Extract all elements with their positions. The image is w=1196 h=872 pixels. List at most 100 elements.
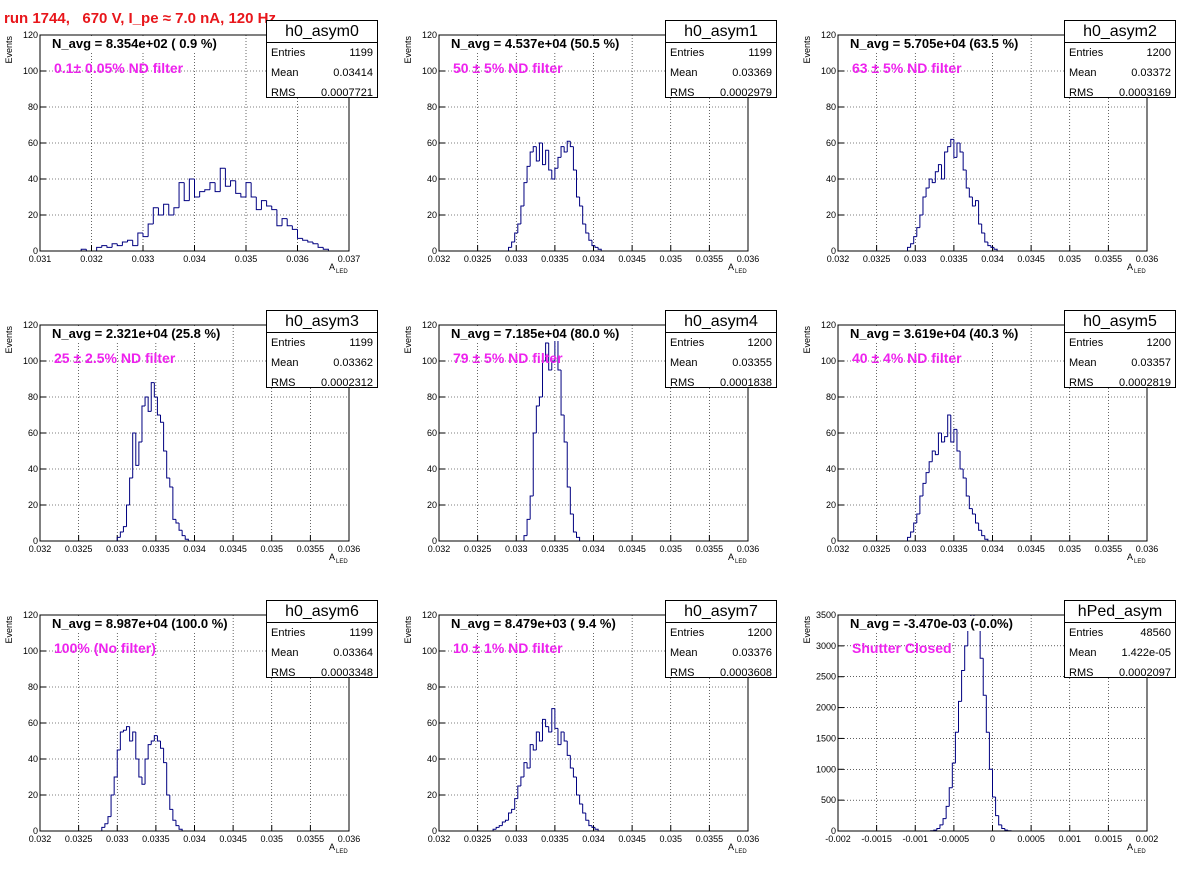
- y-axis-title: Events: [802, 36, 812, 64]
- y-tick-label: 60: [28, 718, 38, 728]
- x-axis-title-subscript: LED: [336, 849, 348, 855]
- histogram-bin: [142, 233, 149, 238]
- y-tick-label: 0: [33, 536, 38, 546]
- histogram-bin: [907, 536, 911, 541]
- y-tick-label: 60: [28, 428, 38, 438]
- x-tick-label: 0.0335: [142, 834, 170, 844]
- histogram-plot: 0.032 0.0325 0.033 0.0335 0.034 0.0345 0.035 0.…: [403, 320, 759, 565]
- mean-label: Mean: [271, 357, 299, 369]
- histogram-bin: [250, 182, 257, 198]
- histogram-bin: [153, 735, 158, 741]
- navg-label: N_avg = 8.354e+02 ( 0.9 %): [51, 36, 218, 51]
- histogram-bin: [523, 535, 528, 541]
- histogram-bin: [569, 487, 574, 515]
- histogram-panel-h0_asym3: 0.032 0.0325 0.033 0.0335 0.034 0.0345 0.035 0.…: [0, 290, 399, 580]
- stats-entries-row: Entries 1200: [666, 333, 776, 353]
- y-axis-title: Events: [4, 326, 14, 354]
- y-tick-label: 120: [23, 320, 38, 330]
- y-tick-label: 80: [826, 392, 836, 402]
- histogram-bin: [551, 360, 555, 370]
- stats-box: h0_asym5 Entries 1200 Mean 0.03357 RMS 0.00028…: [1064, 310, 1176, 389]
- stats-entries-row: Entries 48560: [1065, 623, 1175, 643]
- stats-rms-row: RMS 0.0003169: [1065, 83, 1175, 103]
- x-tick-label: 0.035: [260, 544, 283, 554]
- histogram-bin: [588, 233, 592, 241]
- histogram-bin: [511, 808, 515, 813]
- x-axis-title: A: [728, 552, 734, 562]
- histogram-bin: [535, 405, 540, 433]
- x-tick-label: 0.0345: [219, 834, 247, 844]
- y-tick-label: 100: [422, 646, 437, 656]
- histogram-bin: [990, 245, 995, 248]
- plot-frame: [438, 34, 749, 252]
- histogram-bin: [514, 798, 518, 810]
- histogram-bin: [545, 342, 549, 361]
- x-tick-label: 0.0355: [297, 544, 325, 554]
- stats-mean-row: Mean 0.03364: [267, 643, 377, 663]
- rms-label: RMS: [670, 667, 695, 679]
- histogram-bin: [235, 180, 241, 194]
- histogram-bin: [981, 224, 985, 234]
- histogram-bin: [956, 429, 961, 452]
- mean-label: Mean: [670, 647, 698, 659]
- histogram-bin: [585, 224, 589, 234]
- y-tick-label: 100: [821, 356, 836, 366]
- histogram-bin: [984, 233, 988, 243]
- entries-label: Entries: [271, 47, 306, 59]
- histogram-bin: [163, 422, 167, 452]
- histogram-bin: [964, 645, 968, 671]
- histogram-panel-h0_asym2: 0.032 0.0325 0.033 0.0335 0.034 0.0345 0.035 0.…: [798, 0, 1196, 290]
- stats-mean-row: Mean 0.03355: [666, 353, 776, 373]
- histogram-bin: [175, 519, 180, 524]
- histogram-bin: [121, 241, 128, 246]
- histogram-bin: [557, 156, 562, 169]
- rms-value: 0.0002097: [1119, 667, 1171, 679]
- plot-frame: [837, 614, 1148, 832]
- histogram-bin: [968, 496, 973, 510]
- histogram-bin: [944, 436, 948, 442]
- histogram-bin: [132, 432, 136, 478]
- x-axis-title-subscript: LED: [735, 849, 747, 855]
- histogram-bin: [542, 360, 546, 397]
- histogram-bin: [523, 762, 528, 777]
- x-tick-label: 0.0345: [618, 544, 646, 554]
- histogram-bin: [958, 700, 962, 733]
- histogram-bin: [950, 415, 954, 443]
- histogram-bin: [116, 243, 123, 247]
- stats-box: h0_asym1 Entries 1199 Mean 0.03369 RMS 0.00029…: [665, 20, 777, 99]
- histogram-bin: [936, 828, 940, 831]
- y-axis-title: Events: [802, 616, 812, 644]
- histogram-bin: [266, 200, 272, 207]
- navg-label: N_avg = 3.619e+04 (40.3 %): [849, 326, 1020, 341]
- histogram-bin: [307, 240, 313, 243]
- histogram-bin: [538, 732, 543, 742]
- plot-frame: [438, 324, 749, 542]
- x-tick-label: 0.031: [29, 254, 52, 264]
- navg-label: N_avg = -3.470e-03 (-0.0%): [849, 616, 1014, 631]
- histogram-bin: [245, 182, 252, 197]
- x-tick-label: 0.035: [1058, 544, 1081, 554]
- histogram-bin: [981, 530, 985, 537]
- x-tick-label: 0.032: [428, 254, 451, 264]
- histogram-bin: [978, 523, 982, 531]
- rms-label: RMS: [1069, 87, 1094, 99]
- y-tick-label: 20: [427, 210, 437, 220]
- histogram-bin: [557, 339, 562, 371]
- y-tick-label: 0: [831, 826, 836, 836]
- x-tick-label: 0.0355: [696, 544, 724, 554]
- histogram-bin: [240, 193, 246, 198]
- filter-note: 79 ± 5% ND filter: [453, 350, 563, 366]
- x-tick-label: 0.0345: [618, 834, 646, 844]
- stats-box: h0_asym4 Entries 1200 Mean 0.03355 RMS 0.00018…: [665, 310, 777, 389]
- x-tick-label: 0.034: [183, 544, 206, 554]
- histogram-bin: [965, 170, 970, 189]
- y-tick-label: 100: [23, 356, 38, 366]
- y-tick-label: 60: [826, 428, 836, 438]
- histogram-bin: [988, 732, 993, 770]
- x-tick-label: 0.0325: [464, 834, 492, 844]
- histogram-bin: [514, 232, 518, 242]
- y-tick-label: 60: [826, 138, 836, 148]
- histogram-bin: [545, 149, 549, 165]
- histogram-bin: [147, 744, 152, 759]
- histogram-bin: [557, 728, 562, 746]
